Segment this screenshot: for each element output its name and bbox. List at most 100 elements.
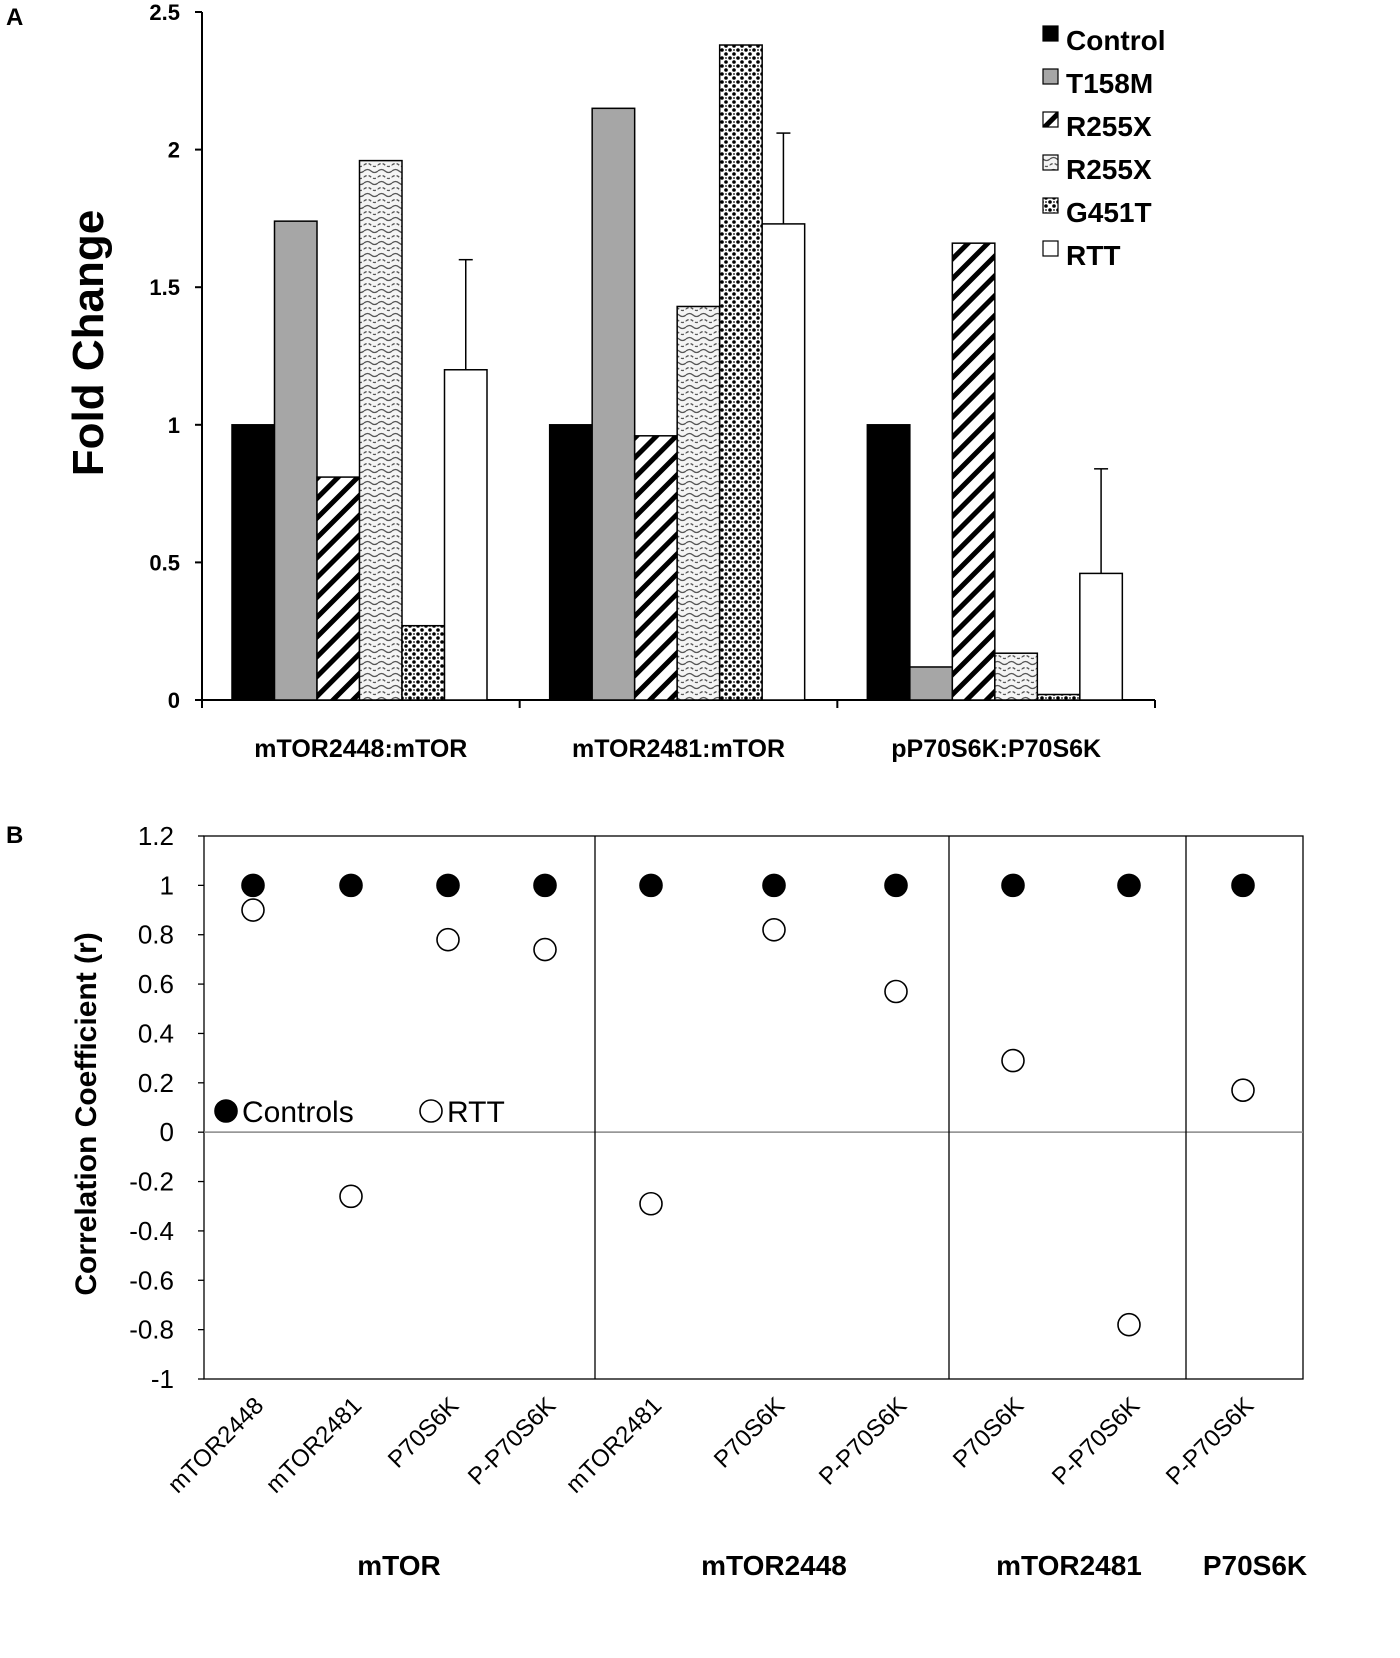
- y-tick-label: 1.5: [149, 275, 180, 300]
- bar-rtt: [443, 369, 488, 701]
- controls-point: [241, 873, 265, 898]
- rtt-point: [1117, 1312, 1141, 1337]
- legend-marker-controls: [214, 1099, 238, 1123]
- bar-r255x: [676, 305, 721, 701]
- y-tick-label: 0.5: [149, 550, 180, 575]
- x-category-label: P-P70S6K: [1047, 1392, 1145, 1490]
- y-tick-label: 1: [160, 870, 174, 900]
- scatter-chart-points: [241, 873, 1255, 1337]
- bar-t158m: [909, 666, 954, 701]
- category-label: mTOR2448:mTOR: [254, 735, 467, 763]
- scatter-chart-axes: -1 -0.8 -0.6 -0.4 -0.2 0 0.2 0.4 0.6 0.8 1 1.2 Corre…: [70, 821, 1307, 1581]
- y-tick-label: -0.8: [129, 1315, 174, 1345]
- y-tick-label: 0.6: [138, 969, 174, 999]
- category-label: pP70S6K:P70S6K: [891, 735, 1101, 763]
- bar-r255x: [358, 159, 403, 701]
- x-category-label: P-P70S6K: [1161, 1392, 1259, 1490]
- bar-r255x: [633, 435, 678, 701]
- controls-point: [1117, 873, 1141, 898]
- legend-label: RTT: [1066, 240, 1120, 271]
- bar-r255x: [316, 476, 361, 701]
- rtt-point: [533, 937, 557, 962]
- x-category-label: mTOR2448: [163, 1392, 269, 1498]
- controls-point: [639, 873, 663, 898]
- bar-control: [866, 424, 911, 701]
- bar-chart-bars: [231, 44, 1124, 701]
- y-tick-label: 2.5: [149, 0, 180, 25]
- x-category-label: mTOR2481: [561, 1392, 667, 1498]
- category-label: mTOR2481:mTOR: [572, 735, 785, 763]
- y-axis-title: Correlation Coefficient (r): [70, 932, 103, 1295]
- y-tick-label: 0: [168, 688, 180, 713]
- x-category-label: mTOR2481: [261, 1392, 367, 1498]
- group-label: mTOR2448: [701, 1550, 847, 1581]
- controls-point: [436, 873, 460, 898]
- rtt-point: [339, 1184, 363, 1209]
- y-tick-label: 1: [168, 413, 180, 438]
- x-category-label: P-P70S6K: [814, 1392, 912, 1490]
- bar-chart-legend: Control T158M R255X R255X G451T RTT: [1042, 25, 1166, 271]
- rtt-point: [884, 979, 908, 1004]
- bar-rtt: [1079, 572, 1124, 701]
- x-category-label: P70S6K: [383, 1392, 464, 1473]
- legend-swatch: [1042, 25, 1059, 42]
- legend-label: Control: [1066, 25, 1166, 56]
- plot-area-frame: [203, 835, 1304, 1380]
- bar-t158m: [591, 107, 636, 701]
- bar-control: [548, 424, 593, 701]
- controls-point: [1001, 873, 1025, 898]
- controls-point: [533, 873, 557, 898]
- legend-label: R255X: [1066, 154, 1152, 185]
- bar-rtt: [761, 223, 806, 701]
- controls-point: [884, 873, 908, 898]
- bar-t158m: [273, 220, 318, 701]
- y-tick-label: 0.2: [138, 1068, 174, 1098]
- y-tick-label: 1.2: [138, 821, 174, 851]
- controls-point: [1231, 873, 1255, 898]
- y-tick-label: 0.4: [138, 1018, 174, 1048]
- scatter-chart-legend: Controls RTT: [214, 1096, 505, 1129]
- y-tick-label: -0.2: [129, 1167, 174, 1197]
- legend-label: T158M: [1066, 68, 1153, 99]
- bar-g451t: [401, 624, 446, 701]
- panel-a-label: A: [6, 4, 24, 31]
- rtt-point: [241, 898, 265, 922]
- y-tick-label: -0.6: [129, 1265, 174, 1295]
- y-tick-label: 0: [160, 1117, 174, 1147]
- y-tick-label: -1: [151, 1364, 174, 1394]
- y-tick-label: 0.8: [138, 920, 174, 950]
- rtt-point: [762, 917, 786, 942]
- y-tick-label: 2: [168, 138, 180, 163]
- panel-b-label: B: [6, 822, 24, 849]
- bar-g451t: [1036, 693, 1081, 701]
- scatter-chart: -1 -0.8 -0.6 -0.4 -0.2 0 0.2 0.4 0.6 0.8 1 1.2 Corre…: [70, 821, 1307, 1581]
- rtt-point: [1001, 1048, 1025, 1073]
- bar-chart: 0 0.5 1 1.5 2 2.5 mTOR2448:mTOR mTOR2481:mTOR pP…: [64, 0, 1166, 763]
- controls-point: [762, 873, 786, 898]
- legend-swatch: [1042, 154, 1059, 171]
- legend-label: R255X: [1066, 111, 1152, 142]
- bar-control: [231, 424, 276, 701]
- controls-point: [339, 873, 363, 898]
- legend-label: G451T: [1066, 197, 1152, 228]
- legend-swatch: [1042, 111, 1059, 128]
- rtt-point: [1231, 1078, 1255, 1103]
- rtt-point: [639, 1191, 663, 1216]
- legend-label: Controls: [242, 1096, 354, 1129]
- y-axis-title: Fold Change: [64, 210, 113, 476]
- bar-r255x: [994, 652, 1039, 701]
- legend-marker-rtt: [419, 1099, 443, 1123]
- x-category-label: P70S6K: [709, 1392, 790, 1473]
- rtt-point: [436, 927, 460, 952]
- legend-swatch: [1042, 197, 1059, 214]
- bar-r255x: [951, 242, 996, 701]
- legend-label: RTT: [447, 1096, 505, 1129]
- legend-swatch: [1042, 68, 1059, 85]
- group-label: mTOR: [357, 1550, 441, 1581]
- y-tick-label: -0.4: [129, 1216, 174, 1246]
- group-label: P70S6K: [1203, 1550, 1307, 1581]
- group-label: mTOR2481: [996, 1550, 1142, 1581]
- legend-swatch: [1042, 240, 1059, 257]
- x-category-label: P70S6K: [948, 1392, 1029, 1473]
- bar-g451t: [718, 44, 763, 701]
